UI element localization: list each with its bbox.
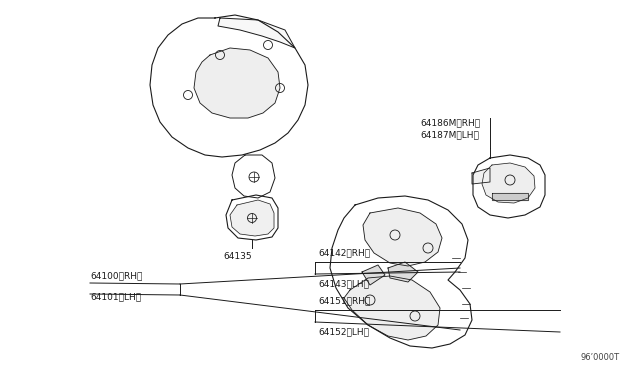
Polygon shape bbox=[363, 208, 442, 266]
Polygon shape bbox=[232, 155, 275, 198]
Text: 64101〈LH〉: 64101〈LH〉 bbox=[90, 292, 141, 301]
Polygon shape bbox=[492, 193, 528, 200]
Polygon shape bbox=[388, 262, 418, 282]
Text: 64100〈RH〉: 64100〈RH〉 bbox=[90, 271, 142, 280]
Text: 64143〈LH〉: 64143〈LH〉 bbox=[318, 279, 369, 288]
Polygon shape bbox=[194, 48, 280, 118]
Polygon shape bbox=[472, 168, 490, 184]
Polygon shape bbox=[218, 18, 295, 48]
Polygon shape bbox=[330, 196, 472, 348]
Text: 64135: 64135 bbox=[224, 252, 252, 261]
Polygon shape bbox=[230, 200, 274, 236]
Polygon shape bbox=[226, 195, 278, 240]
Text: 64186M〈RH〉: 64186M〈RH〉 bbox=[420, 118, 480, 127]
Text: 64187M〈LH〉: 64187M〈LH〉 bbox=[420, 130, 479, 139]
Text: 96’0000T: 96’0000T bbox=[581, 353, 620, 362]
Polygon shape bbox=[344, 276, 440, 340]
Polygon shape bbox=[482, 163, 535, 203]
Polygon shape bbox=[150, 15, 308, 157]
Polygon shape bbox=[473, 155, 545, 218]
Polygon shape bbox=[362, 265, 385, 285]
Text: 64152〈LH〉: 64152〈LH〉 bbox=[318, 327, 369, 336]
Text: 64142〈RH〉: 64142〈RH〉 bbox=[318, 248, 370, 257]
Text: 64151〈RH〉: 64151〈RH〉 bbox=[318, 296, 371, 305]
